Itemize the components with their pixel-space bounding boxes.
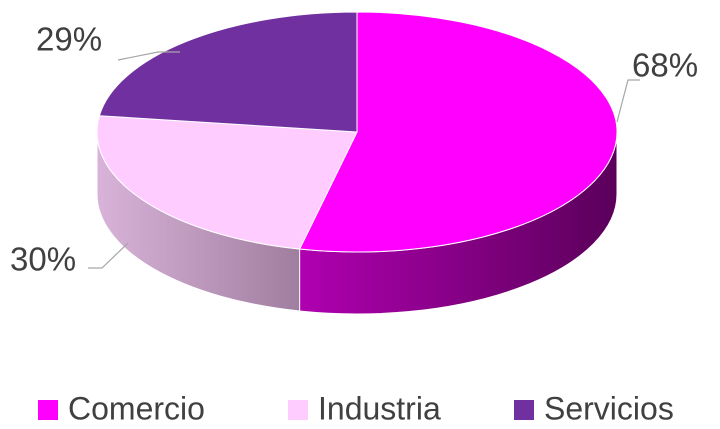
legend-swatch (514, 400, 534, 420)
data-label: 68% (632, 47, 698, 84)
legend-swatch (288, 400, 308, 420)
legend-label: Servicios (544, 390, 674, 426)
labels: 68% 30% 29% (10, 21, 698, 278)
slice (298, 11, 618, 253)
data-label: 29% (36, 21, 102, 58)
leader-line (88, 242, 129, 269)
legend: Comercio Industria Servicios (38, 390, 674, 426)
slice (98, 11, 358, 133)
legend-label: Industria (318, 390, 441, 426)
leader-line (117, 51, 180, 61)
pie (96, 11, 618, 315)
legend-swatch (38, 400, 58, 420)
leader-line (616, 79, 640, 123)
legend-label: Comercio (68, 390, 205, 426)
slice (96, 115, 358, 250)
data-label: 30% (10, 241, 76, 278)
